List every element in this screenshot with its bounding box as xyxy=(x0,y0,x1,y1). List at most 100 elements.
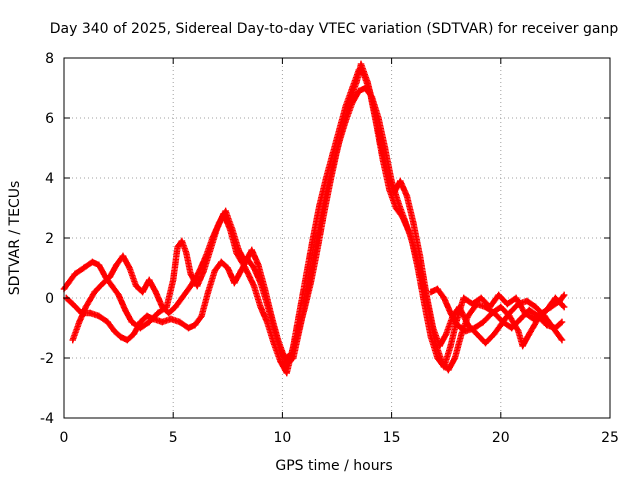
x-axis-label: GPS time / hours xyxy=(275,458,392,474)
y-axis-label: SDTVAR / TECUs xyxy=(7,181,23,296)
y-tick-label: 4 xyxy=(45,171,54,187)
x-tick-label: 15 xyxy=(383,430,401,446)
data-point xyxy=(235,246,242,254)
data-point xyxy=(532,303,539,311)
data-point xyxy=(453,321,461,329)
data-point xyxy=(495,291,502,299)
data-point xyxy=(462,327,470,335)
data-point xyxy=(115,291,122,299)
data-point xyxy=(202,252,210,260)
x-tick-label: 25 xyxy=(601,430,619,446)
data-point xyxy=(550,324,557,332)
data-point xyxy=(353,78,360,86)
data-point xyxy=(274,336,282,344)
data-point xyxy=(222,207,229,215)
data-point xyxy=(320,210,328,218)
data-point xyxy=(543,306,550,314)
data-point xyxy=(397,177,404,185)
y-tick-label: 6 xyxy=(45,111,54,127)
data-point xyxy=(390,189,397,197)
data-point xyxy=(394,198,402,206)
data-point xyxy=(154,309,162,317)
data-point xyxy=(294,330,301,338)
data-point xyxy=(523,297,531,305)
data-point xyxy=(231,279,238,287)
data-point xyxy=(145,276,153,284)
data-point xyxy=(111,327,118,335)
data-point xyxy=(152,288,159,296)
data-point xyxy=(71,270,79,278)
data-point xyxy=(464,321,472,329)
data-point xyxy=(558,336,566,344)
data-point xyxy=(427,333,435,341)
data-point xyxy=(506,312,513,320)
data-point xyxy=(458,330,465,338)
data-point xyxy=(204,288,212,296)
data-point xyxy=(113,261,120,269)
data-point xyxy=(517,315,524,323)
data-point xyxy=(447,309,454,317)
data-point xyxy=(194,282,201,290)
data-point xyxy=(480,318,487,326)
data-point xyxy=(370,105,378,113)
data-point xyxy=(427,288,435,296)
y-tick-label: -4 xyxy=(40,411,54,427)
data-point xyxy=(410,219,417,227)
data-point xyxy=(95,312,103,320)
data-point xyxy=(237,267,245,275)
data-point xyxy=(434,354,441,362)
data-point xyxy=(552,294,559,302)
data-point xyxy=(491,330,498,338)
data-point xyxy=(423,291,430,299)
data-point xyxy=(268,312,275,320)
data-point xyxy=(560,291,568,299)
x-tick-label: 20 xyxy=(492,430,510,446)
x-tick-label: 0 xyxy=(60,430,69,446)
data-point xyxy=(434,285,441,293)
data-point xyxy=(108,282,116,290)
axis-ticks: 0 5 10 15 20 25 -4 -2 0 2 4 6 8 xyxy=(40,51,619,446)
data-point xyxy=(248,246,256,254)
data-point xyxy=(440,363,448,371)
data-point xyxy=(460,294,467,302)
data-point xyxy=(504,300,511,308)
data-point xyxy=(121,306,129,314)
data-point xyxy=(69,336,76,344)
y-tick-label: -2 xyxy=(40,351,54,367)
data-point xyxy=(281,354,288,362)
data-point xyxy=(519,342,526,350)
data-point xyxy=(512,294,520,302)
data-point xyxy=(187,282,194,290)
data-point xyxy=(170,276,177,284)
data-point xyxy=(515,300,522,308)
data-point xyxy=(440,294,448,302)
data-point xyxy=(287,351,295,359)
data-point xyxy=(82,303,90,311)
data-point xyxy=(482,339,489,347)
data-point xyxy=(196,267,203,275)
data-point xyxy=(515,327,522,335)
data-point xyxy=(65,279,72,287)
data-point xyxy=(130,330,138,338)
data-point xyxy=(174,243,181,251)
data-point xyxy=(132,282,140,290)
data-point xyxy=(218,258,225,266)
data-point xyxy=(307,279,314,287)
data-point xyxy=(403,192,411,200)
data-point xyxy=(150,315,157,323)
data-point xyxy=(447,342,454,350)
data-point xyxy=(364,78,371,86)
data-point xyxy=(534,315,542,323)
data-point xyxy=(228,225,236,233)
data-point xyxy=(471,324,478,332)
data-point xyxy=(191,321,199,329)
data-point xyxy=(209,234,216,242)
data-point xyxy=(100,279,107,287)
data-point xyxy=(355,87,363,95)
data-point xyxy=(176,318,183,326)
data-point xyxy=(261,285,269,293)
data-point xyxy=(255,261,262,269)
data-point xyxy=(250,282,258,290)
data-point xyxy=(401,216,408,224)
data-point xyxy=(497,303,504,311)
